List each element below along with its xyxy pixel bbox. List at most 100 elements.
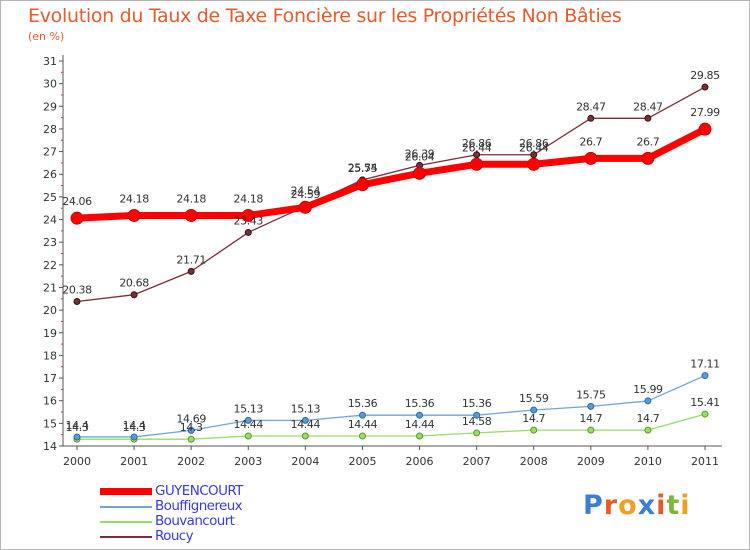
data-label-bouffignereux: 14.4 [66,419,89,432]
data-point-roucy [473,151,481,159]
data-point-guyencourt [413,166,427,180]
data-label-bouffignereux: 14.69 [176,412,206,425]
data-label-bouvancourt: 15.41 [690,396,720,409]
data-point-bouffignereux [530,406,538,414]
data-label-guyencourt: 26.7 [579,135,602,148]
data-label-bouvancourt: 14.7 [579,412,602,425]
data-point-roucy [187,267,195,275]
data-point-guyencourt [470,157,484,171]
y-tick-label: 28 [43,123,57,136]
data-label-guyencourt: 24.06 [62,195,92,208]
x-tick-label: 2000 [63,455,91,468]
data-label-roucy: 29.85 [690,69,720,82]
series-line-guyencourt [76,126,707,222]
data-point-bouffignereux [701,372,709,380]
x-tick-label: 2009 [577,455,605,468]
legend-item-bouffignereux: Bouffignereux [100,499,243,514]
legend-label: Roucy [155,528,194,544]
proxiti-logo: Proxiti [583,490,691,521]
legend-item-bouvancourt: Bouvancourt [100,514,243,529]
data-label-bouffignereux: 15.13 [291,402,321,415]
series-line-roucy [76,86,706,303]
data-label-roucy: 20.38 [62,284,92,297]
x-tick-label: 2004 [291,455,319,468]
data-point-roucy [701,83,709,91]
data-label-bouvancourt: 14.44 [291,418,321,431]
x-tick-label: 2002 [177,455,205,468]
y-tick-label: 24 [43,214,57,227]
data-point-bouvancourt [187,435,195,443]
data-label-guyencourt: 24.18 [119,192,149,205]
data-label-roucy: 20.68 [119,277,149,290]
data-point-bouvancourt [587,426,595,434]
logo-letter: i [656,490,667,521]
y-tick-label: 29 [43,100,57,113]
data-point-bouffignereux [187,426,195,434]
y-tick-label: 31 [43,55,57,68]
data-label-roucy: 28.47 [633,100,663,113]
data-point-bouvancourt [701,410,709,418]
data-label-guyencourt: 26.44 [519,141,549,154]
data-point-bouvancourt [530,426,538,434]
y-tick-label: 21 [43,281,57,294]
y-tick-label: 30 [43,78,57,91]
data-point-bouffignereux [244,416,252,424]
y-tick-label: 26 [43,168,57,181]
series-points [70,83,712,443]
legend-item-roucy: Roucy [100,529,243,544]
legend-swatch [100,488,152,495]
data-point-guyencourt [184,208,198,222]
series-lines [76,86,707,440]
data-point-roucy [644,114,652,122]
y-tick-label: 27 [43,146,57,159]
logo-letter: o [618,490,638,521]
data-point-bouffignereux [301,416,309,424]
data-point-guyencourt [698,122,712,136]
data-label-roucy: 28.47 [576,100,606,113]
data-point-bouffignereux [473,411,481,419]
y-tick-label: 14 [43,440,57,453]
series-line-bouffignereux [77,374,706,438]
data-label-guyencourt: 27.99 [690,106,720,119]
y-tick-label: 18 [43,349,57,362]
y-tick-label: 15 [43,417,57,430]
logo-letter: r [603,490,619,521]
y-tick-label: 25 [43,191,57,204]
data-point-roucy [587,114,595,122]
chart-subtitle: (en %) [28,30,65,43]
data-point-bouffignereux [130,433,138,441]
y-tick-label: 16 [43,395,57,408]
data-label-bouffignereux: 15.36 [348,397,378,410]
data-label-roucy: 21.71 [176,253,206,266]
y-tick-label: 22 [43,259,57,272]
data-label-bouvancourt: 14.3 [123,421,146,434]
legend-item-guyencourt: GUYENCOURT [100,484,243,499]
chart-title: Evolution du Taux de Taxe Foncière sur l… [28,5,622,27]
data-label-roucy: 23.43 [234,214,264,227]
y-tick-label: 19 [43,327,57,340]
data-point-bouvancourt [473,429,481,437]
data-label-bouffignereux: 15.59 [519,392,549,405]
data-label-roucy: 25.75 [348,162,378,175]
data-point-guyencourt [127,208,141,222]
data-label-bouvancourt: 14.58 [462,415,492,428]
data-label-bouvancourt: 14.44 [348,418,378,431]
data-label-guyencourt: 26.44 [462,141,492,154]
data-label-bouffignereux: 15.36 [462,397,492,410]
y-tick-label: 17 [43,372,57,385]
legend-label: Bouvancourt [155,513,235,529]
data-point-bouvancourt [358,432,366,440]
data-point-bouffignereux [73,433,81,441]
data-label-guyencourt: 26.04 [405,150,435,163]
x-tick-label: 2005 [348,455,376,468]
data-point-guyencourt [70,211,84,225]
data-label-bouvancourt: 14.7 [522,412,545,425]
data-point-roucy [530,151,538,159]
data-point-guyencourt [584,151,598,165]
data-point-bouvancourt [301,432,309,440]
logo-letter: i [680,490,691,521]
x-tick-label: 2006 [406,455,434,468]
data-point-roucy [73,298,81,306]
data-label-guyencourt: 25.54 [348,162,378,175]
